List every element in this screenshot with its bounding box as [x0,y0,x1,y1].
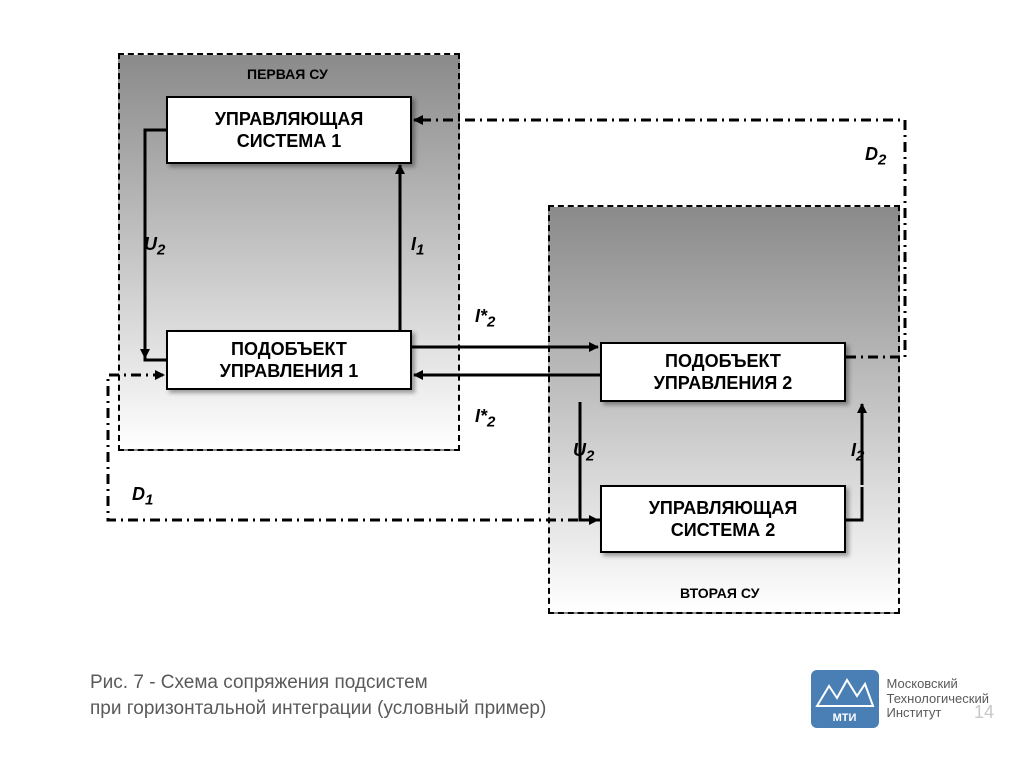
diagram-area: ПЕРВАЯ СУ ВТОРАЯ СУ [0,0,1024,768]
label-i2: I2 [851,440,864,465]
label-d2: D2 [865,144,886,169]
figure-caption: Рис. 7 - Схема сопряжения подсистем при … [90,670,610,721]
label-u2-second: U2 [573,440,594,465]
label-i1: I1 [411,234,424,259]
page-number: 14 [974,702,994,723]
label-d1: D1 [132,484,153,509]
box-subobject-2: ПОДОБЪЕКТУПРАВЛЕНИЯ 2 [600,342,846,402]
mountain-icon [815,676,875,710]
box-ctrl-system-1: УПРАВЛЯЮЩАЯСИСТЕМА 1 [166,96,412,164]
label-istar2-bot: I*2 [475,406,495,431]
label-u2-first: U2 [144,234,165,259]
label-istar2-top: I*2 [475,306,495,331]
region-second-title: ВТОРАЯ СУ [680,585,759,601]
box-ctrl-system-2: УПРАВЛЯЮЩАЯСИСТЕМА 2 [600,485,846,553]
logo-badge: МТИ [811,670,879,728]
logo-badge-text: МТИ [833,712,857,724]
box-subobject-1: ПОДОБЪЕКТУПРАВЛЕНИЯ 1 [166,330,412,390]
region-first-title: ПЕРВАЯ СУ [247,66,328,82]
mti-logo: МТИ Московский Технологический Институт [811,670,989,728]
